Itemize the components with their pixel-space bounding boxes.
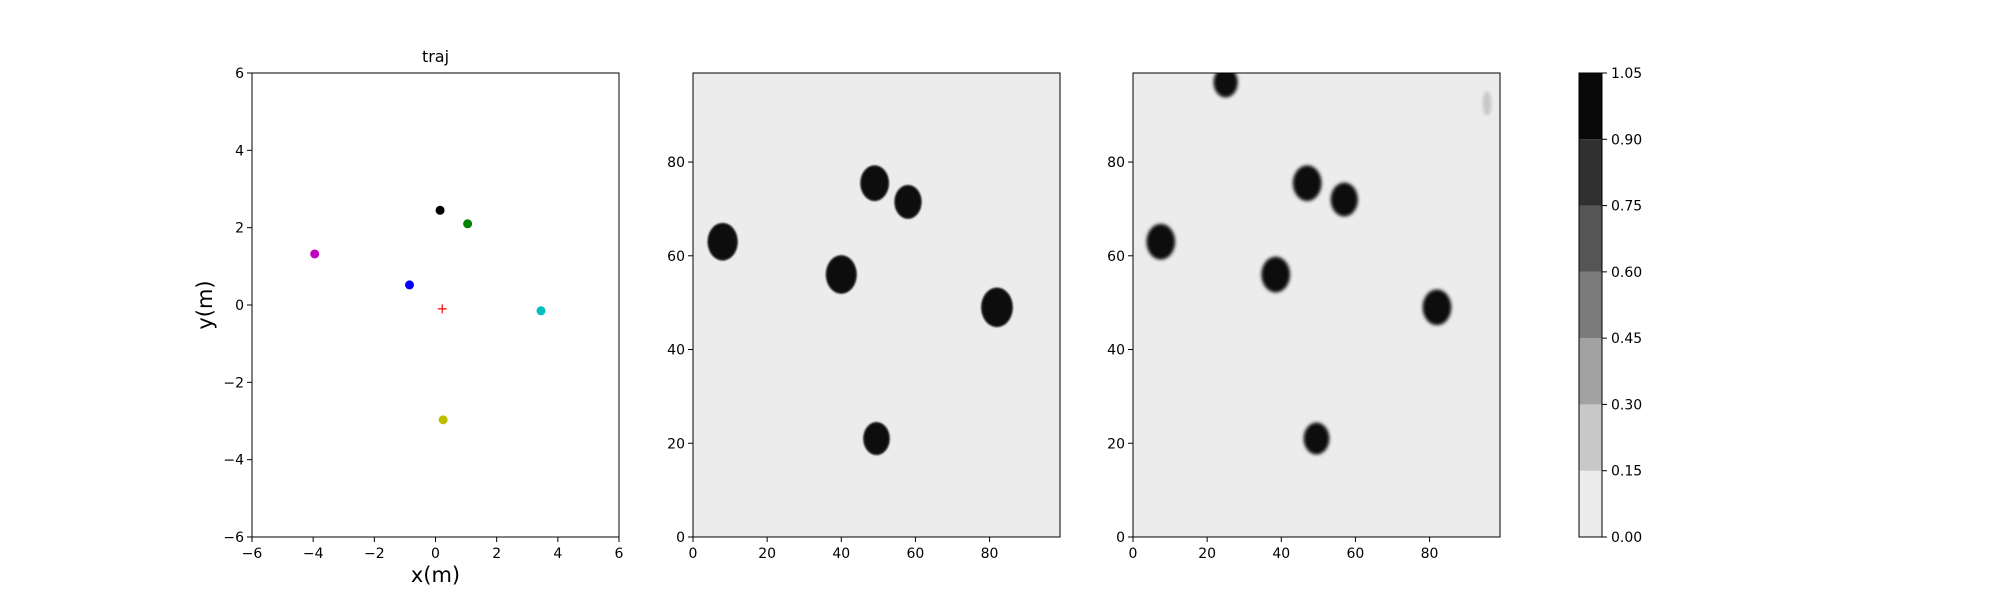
scatter-point [438, 415, 448, 425]
colorbar-tick-label: 0.45 [1611, 331, 1642, 347]
colorbar-tick-label: 0.75 [1611, 199, 1642, 215]
x-tick-label: 60 [1347, 546, 1365, 562]
x-tick-label: −6 [242, 546, 263, 562]
scatter-point [463, 219, 473, 229]
y-tick-label: 0 [235, 298, 244, 314]
colorbar-tick-label: 0.90 [1611, 132, 1642, 148]
colorbar-ticks: 0.00 0.15 0.30 0.45 0.60 0.75 0.90 1.05 [1602, 66, 1642, 546]
y-tick-label: 4 [235, 143, 244, 159]
y-tick-label: 80 [667, 155, 685, 171]
y-tick-label: 60 [667, 249, 685, 265]
colorbar-band [1579, 470, 1602, 537]
y-tick-label: 80 [1107, 155, 1125, 171]
colorbar-band [1579, 205, 1602, 272]
colorbar-tick-label: 0.00 [1611, 530, 1642, 546]
scatter-point [405, 280, 415, 290]
colorbar: 0.00 0.15 0.30 0.45 0.60 0.75 0.90 1.05 [1578, 66, 1642, 546]
scatter-point [310, 249, 320, 259]
chart-title: traj [422, 47, 449, 66]
smoothed-map-panel: 0 20 40 60 80 0 20 40 60 80 [1107, 72, 1501, 562]
y-tick-label: 40 [667, 343, 685, 359]
obstacle-blob [707, 222, 738, 261]
obstacle-blob [860, 165, 890, 202]
x-tick-label: 4 [553, 546, 562, 562]
plot-frame [692, 72, 1061, 538]
y-ticks: 0 20 40 60 80 [667, 155, 693, 546]
x-tick-label: 20 [758, 546, 776, 562]
y-tick-label: −6 [223, 530, 244, 546]
occupancy-map-panel: 0 20 40 60 80 0 20 40 60 80 [667, 72, 1061, 562]
obstacle-blob [1422, 289, 1452, 326]
plus-marker [437, 304, 447, 314]
obstacle-blob [1146, 223, 1176, 260]
obstacle-blob [863, 421, 890, 456]
y-ticks: −6 −4 −2 0 2 4 6 [223, 66, 252, 546]
x-tick-label: 0 [431, 546, 440, 562]
colorbar-tick-label: 0.60 [1611, 265, 1642, 281]
x-axis-label: x(m) [411, 563, 460, 587]
map-blobs [707, 165, 1014, 456]
x-tick-label: −4 [303, 546, 324, 562]
colorbar-bands [1579, 73, 1602, 537]
y-axis-label: y(m) [193, 280, 217, 329]
y-tick-label: 0 [676, 530, 685, 546]
x-tick-label: 40 [1272, 546, 1290, 562]
colorbar-band [1579, 338, 1602, 405]
colorbar-tick-label: 0.30 [1611, 397, 1642, 413]
x-tick-label: 2 [492, 546, 501, 562]
colorbar-band [1579, 404, 1602, 471]
obstacle-blob [1261, 256, 1291, 293]
colorbar-tick-label: 1.05 [1611, 66, 1642, 82]
y-tick-label: 6 [235, 66, 244, 82]
y-ticks: 0 20 40 60 80 [1107, 155, 1133, 546]
y-tick-label: 0 [1116, 530, 1125, 546]
scatter-point [536, 306, 546, 316]
colorbar-band [1579, 73, 1602, 140]
obstacle-blob [1213, 73, 1238, 98]
x-tick-label: −2 [364, 546, 385, 562]
y-tick-label: 20 [667, 436, 685, 452]
y-tick-label: 40 [1107, 343, 1125, 359]
obstacle-blob [825, 255, 857, 295]
colorbar-tick-label: 0.15 [1611, 464, 1642, 480]
x-tick-label: 60 [907, 546, 925, 562]
y-tick-label: 60 [1107, 249, 1125, 265]
x-tick-label: 80 [981, 546, 999, 562]
y-tick-label: −2 [223, 375, 244, 391]
colorbar-band [1579, 139, 1602, 206]
scatter-point [435, 205, 445, 215]
obstacle-blob [1303, 422, 1330, 455]
scatter-points [310, 205, 546, 425]
plot-frame [251, 72, 620, 538]
colorbar-band [1579, 271, 1602, 339]
obstacle-blob [894, 184, 922, 220]
x-tick-label: 0 [689, 546, 698, 562]
obstacle-blob [1292, 165, 1322, 202]
x-tick-label: 20 [1198, 546, 1216, 562]
map-blobs [1146, 73, 1492, 455]
x-ticks: 0 20 40 60 80 [689, 537, 999, 562]
plot-frame [1132, 72, 1501, 538]
faint-blob [1482, 91, 1492, 116]
x-ticks: 0 20 40 60 80 [1129, 537, 1439, 562]
y-tick-label: −4 [223, 453, 244, 469]
y-tick-label: 20 [1107, 436, 1125, 452]
obstacle-blob [1330, 182, 1359, 217]
colorbar-frame [1578, 72, 1603, 538]
y-tick-label: 2 [235, 221, 244, 237]
x-tick-label: 80 [1421, 546, 1439, 562]
x-tick-label: 6 [615, 546, 624, 562]
obstacle-blob [980, 287, 1014, 328]
x-tick-label: 40 [832, 546, 850, 562]
traj-scatter-panel: traj −6 −4 −2 0 2 4 6 −6 −4 −2 0 2 4 6 x(m) y(m) [193, 47, 624, 587]
x-tick-label: 0 [1129, 546, 1138, 562]
x-ticks: −6 −4 −2 0 2 4 6 [242, 537, 624, 562]
